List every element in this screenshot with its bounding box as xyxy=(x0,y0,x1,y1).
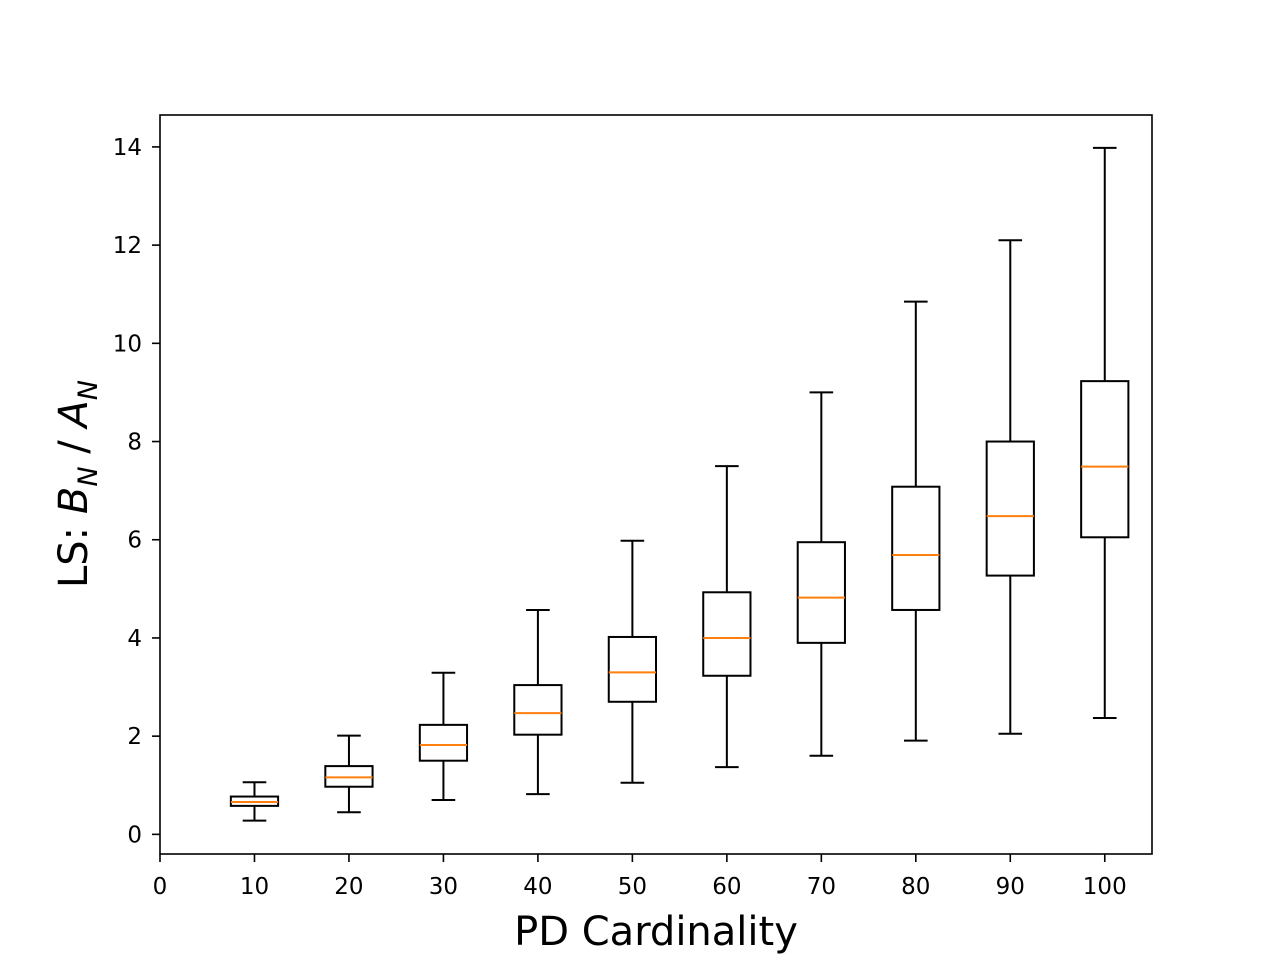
y-tick-label-14: 14 xyxy=(113,135,142,161)
x-tick-label-60: 60 xyxy=(712,874,741,900)
y-tick-label-6: 6 xyxy=(127,528,142,554)
box-80 xyxy=(891,300,941,742)
box-20 xyxy=(324,734,374,814)
box-70-iqr xyxy=(796,541,846,644)
y-tick-label-0: 0 xyxy=(127,822,142,848)
plot-frame xyxy=(159,114,1153,855)
y-axis-label-numerator-subscript: N xyxy=(73,466,104,486)
x-axis-ticks: 0 10 20 30 40 50 60 70 80 90 100 xyxy=(153,854,1127,900)
x-tick-label-20: 20 xyxy=(334,874,363,900)
y-axis-ticks: 0 2 4 6 8 10 12 14 xyxy=(113,135,160,848)
box-90 xyxy=(985,239,1035,735)
y-axis-label-separator: / xyxy=(51,428,97,467)
box-60 xyxy=(702,465,752,769)
box-50-iqr xyxy=(607,635,657,703)
x-tick-label-0: 0 xyxy=(153,874,168,900)
y-axis-label-prefix: LS: xyxy=(51,514,97,588)
box-50 xyxy=(607,539,657,784)
box-30-iqr xyxy=(418,723,469,762)
x-axis-label: PD Cardinality xyxy=(514,909,798,955)
box-100-iqr xyxy=(1080,380,1130,539)
y-tick-label-10: 10 xyxy=(113,331,142,357)
box-40 xyxy=(513,608,563,796)
box-90-iqr xyxy=(985,440,1035,577)
plot-marks xyxy=(229,146,1130,822)
x-tick-label-80: 80 xyxy=(901,874,930,900)
x-tick-label-50: 50 xyxy=(618,874,647,900)
x-tick-label-100: 100 xyxy=(1083,874,1127,900)
x-tick-label-90: 90 xyxy=(996,874,1025,900)
y-tick-label-8: 8 xyxy=(127,430,142,456)
box-30 xyxy=(418,671,469,801)
y-axis-label-numerator: B xyxy=(51,487,97,514)
x-tick-label-10: 10 xyxy=(240,874,269,900)
x-tick-label-40: 40 xyxy=(523,874,552,900)
x-tick-label-70: 70 xyxy=(807,874,836,900)
box-40-iqr xyxy=(513,684,563,736)
box-100 xyxy=(1080,146,1130,719)
y-axis-label-denominator: A xyxy=(51,400,97,430)
box-80-iqr xyxy=(891,485,941,611)
box-70 xyxy=(796,391,846,757)
y-axis-label-denominator-subscript: N xyxy=(73,380,104,400)
box-10 xyxy=(229,781,280,822)
x-tick-label-30: 30 xyxy=(429,874,458,900)
box-60-iqr xyxy=(702,591,752,677)
y-tick-label-12: 12 xyxy=(113,233,142,259)
y-tick-label-2: 2 xyxy=(127,724,142,750)
y-tick-label-4: 4 xyxy=(127,626,142,652)
y-axis-label: LS: BN / AN xyxy=(51,380,104,588)
